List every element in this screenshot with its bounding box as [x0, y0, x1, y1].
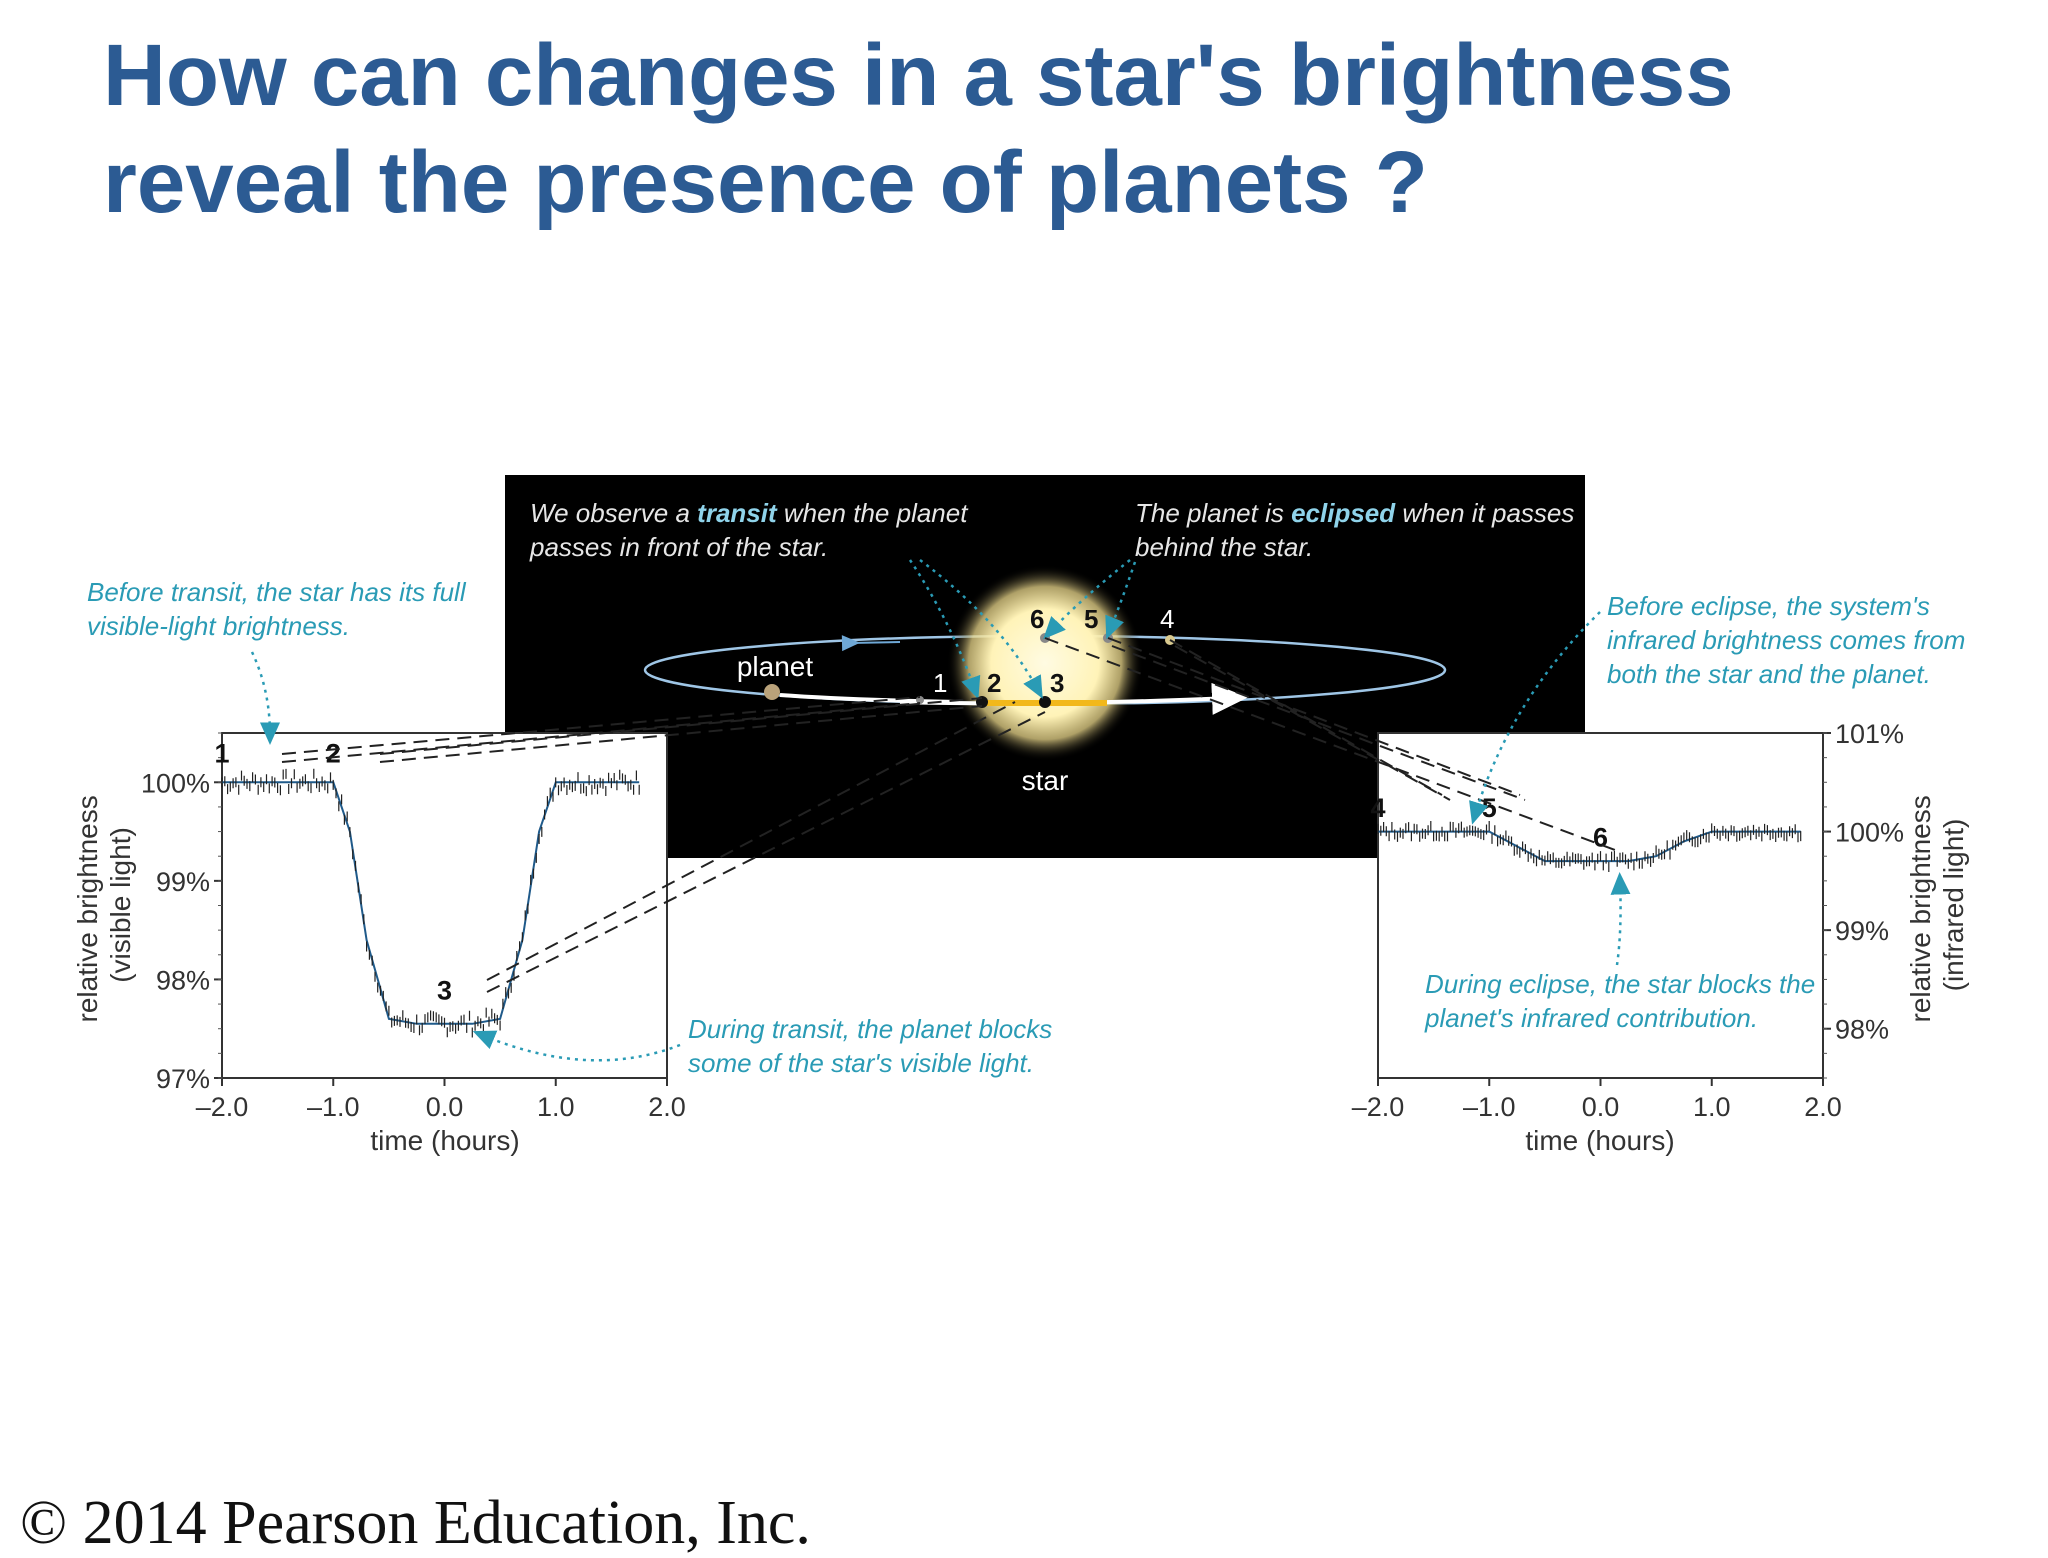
transit-graph-ylabel: relative brightness (visible light): [72, 787, 136, 1022]
connector-3-b: [486, 711, 1046, 993]
before-transit-annotation-line-2: visible-light brightness.: [87, 611, 350, 641]
planet: [764, 684, 780, 700]
transit-xtick-label: 0.0: [426, 1092, 464, 1122]
slide-title-line-1: How can changes in a star's brightness: [103, 27, 1734, 124]
star-label: star: [1022, 765, 1069, 796]
before-eclipse-annotation-line-1: Before eclipse, the system's: [1607, 591, 1930, 621]
eclipse-xtick-label: 1.0: [1693, 1092, 1731, 1122]
eclipse-xtick-label: 2.0: [1804, 1092, 1842, 1122]
during-eclipse-annotation-line-2: planet's infrared contribution.: [1424, 1003, 1758, 1033]
eclipse-xtick-label: –2.0: [1352, 1092, 1405, 1122]
position-2-label: 2: [987, 668, 1001, 698]
slide-title-line-2: reveal the presence of planets ?: [103, 134, 1428, 231]
before-transit-annotation-line-1: Before transit, the star has its full: [87, 577, 467, 607]
transit-graph-ticks: –2.0 –1.0 0.0 1.0 2.0 97% 98% 99% 100%: [141, 732, 686, 1122]
copyright-notice: © 2014 Pearson Education, Inc.: [20, 1489, 811, 1557]
transit-graph-xlabel: time (hours): [370, 1125, 519, 1156]
during-transit-pointer: [472, 1030, 681, 1062]
position-1-label: 1: [933, 668, 947, 698]
slide-title: How can changes in a star's brightness r…: [103, 22, 1983, 236]
transit-xtick-label: 2.0: [648, 1092, 686, 1122]
eclipse-point-label-4: 4: [1370, 793, 1385, 823]
transit-light-curve-noise: [221, 768, 640, 1038]
transit-ytick-label: 100%: [141, 768, 210, 798]
eclipse-graph-ticks: –2.0 –1.0 0.0 1.0 2.0 101% 100% 99% 98%: [1352, 719, 1904, 1122]
eclipse-pointer-6: [1043, 559, 1131, 640]
transit-xtick-label: 1.0: [537, 1092, 575, 1122]
eclipse-point-label-5: 5: [1482, 793, 1497, 823]
position-3-label: 3: [1050, 668, 1064, 698]
transit-xtick-label: –2.0: [196, 1092, 249, 1122]
transit-ytick-label: 99%: [156, 867, 210, 897]
connector-4-b: [1174, 645, 1451, 801]
during-eclipse-annotation-line-1: During eclipse, the star blocks the: [1425, 969, 1815, 999]
transit-point-label-1: 1: [214, 739, 229, 769]
eclipse-xtick-label: 0.0: [1582, 1092, 1620, 1122]
transit-point-label-3: 3: [437, 975, 452, 1005]
eclipse-pointer-5: [1105, 561, 1137, 640]
eclipse-ytick-label: 99%: [1835, 916, 1889, 946]
position-3-dot: [1039, 696, 1051, 708]
transit-point-label-2: 2: [326, 739, 341, 769]
eclipse-ytick-label: 100%: [1835, 818, 1904, 848]
eclipse-ytick-label: 101%: [1835, 719, 1904, 749]
planet-label: planet: [737, 651, 814, 682]
connector-3-a: [486, 701, 1016, 981]
during-transit-annotation-line-2: some of the star's visible light.: [688, 1048, 1034, 1078]
position-6-label: 6: [1030, 604, 1044, 634]
transit-xtick-label: –1.0: [307, 1092, 360, 1122]
before-eclipse-annotation-line-3: both the star and the planet.: [1607, 659, 1931, 689]
during-transit-annotation-line-1: During transit, the planet blocks: [688, 1014, 1052, 1044]
connector-6-a: [1044, 637, 1616, 851]
position-4-label: 4: [1160, 604, 1174, 634]
eclipse-xtick-label: –1.0: [1463, 1092, 1516, 1122]
eclipse-caption-line-2: behind the star.: [1135, 532, 1313, 562]
eclipse-ytick-label: 98%: [1835, 1015, 1889, 1045]
before-eclipse-annotation-line-2: infrared brightness comes from: [1607, 625, 1965, 655]
connector-lines: [281, 637, 1616, 993]
transit-ytick-label: 97%: [156, 1064, 210, 1094]
connector-5-a: [1107, 637, 1521, 796]
connector-5-b: [1111, 645, 1526, 801]
transit-point-labels: 1 2 3: [214, 739, 452, 1006]
connector-2-b: [379, 705, 983, 763]
connector-1-a: [281, 696, 921, 755]
position-5-label: 5: [1084, 604, 1098, 634]
orbit-direction-arrow: [841, 635, 901, 652]
eclipse-point-label-6: 6: [1593, 823, 1608, 853]
transit-caption-line-2: passes in front of the star.: [529, 532, 828, 562]
transit-ytick-label: 98%: [156, 965, 210, 995]
transit-pointer-2: [908, 559, 981, 700]
transit-caption: We observe a transit when the planet: [530, 498, 969, 528]
during-eclipse-pointer: [1610, 872, 1631, 966]
eclipse-graph-ylabel: relative brightness (infrared light): [1905, 787, 1969, 1022]
eclipse-graph-xlabel: time (hours): [1525, 1125, 1674, 1156]
eclipse-caption: The planet is eclipsed when it passes: [1135, 498, 1574, 528]
connector-2-a: [379, 697, 983, 755]
eclipse-light-curve-noise: [1377, 821, 1802, 872]
before-eclipse-pointer: [1469, 611, 1601, 825]
before-transit-pointer: [250, 651, 280, 745]
